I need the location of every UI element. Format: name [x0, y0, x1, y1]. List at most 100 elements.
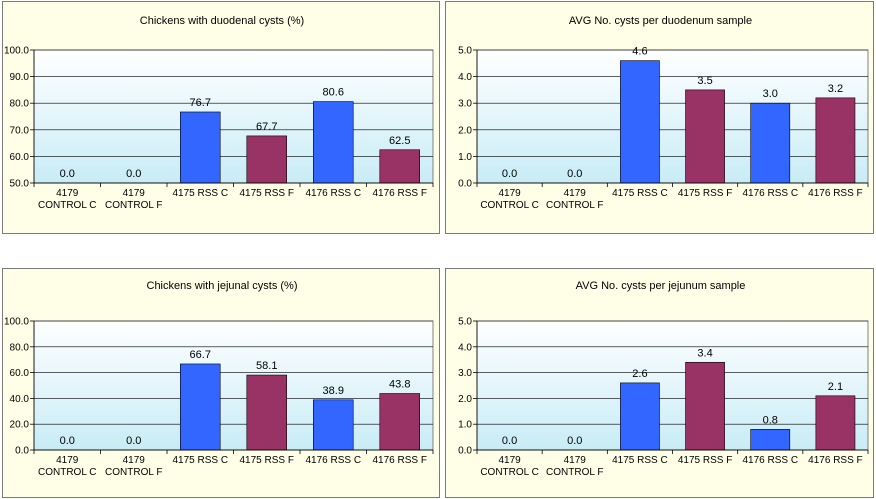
data-label: 2.1: [828, 381, 843, 393]
category-label: CONTROL F: [105, 200, 162, 211]
chart-title: Chickens with duodenal cysts (%): [140, 15, 304, 27]
bar-5: [312, 399, 354, 451]
y-tick-label: 5.0: [458, 46, 472, 57]
category-label: CONTROL C: [38, 467, 97, 478]
y-tick-label: 100.0: [4, 46, 29, 57]
bar-5: [750, 102, 791, 184]
bar-4: [246, 135, 288, 184]
y-tick-label: 50.0: [10, 179, 30, 190]
y-tick-label: 80.0: [10, 99, 30, 110]
category-label: 4179: [123, 455, 146, 466]
data-label: 43.8: [389, 378, 410, 390]
avg-cysts-jejunum-chart: AVG No. cysts per jejunum sample 0.0 1.0 2.…: [445, 268, 874, 498]
bar-6: [379, 393, 420, 451]
category-label: 4176 RSS F: [808, 188, 862, 199]
category-label: 4179: [56, 188, 79, 199]
data-label: 3.4: [697, 347, 712, 359]
category-label: 4176 RSS C: [305, 188, 361, 199]
y-tick-label: 3.0: [458, 368, 472, 379]
data-label: 0.0: [567, 168, 582, 180]
category-label: 4179: [123, 188, 146, 199]
y-tick-label: 2.0: [458, 394, 472, 405]
data-label: 0.0: [126, 435, 141, 447]
bar-5: [312, 101, 354, 184]
data-label: 80.6: [323, 87, 344, 99]
bar-3: [180, 363, 221, 451]
data-label: 0.0: [60, 435, 75, 447]
data-label: 0.0: [567, 435, 582, 447]
chart-svg: Chickens with jejunal cysts (%) 0.0 20.0 40…: [4, 280, 434, 478]
category-label: 4179: [498, 188, 521, 199]
bar-5: [750, 429, 791, 451]
category-label: 4176 RSS C: [742, 188, 798, 199]
category-label: 4175 RSS F: [678, 455, 732, 466]
bar-3: [180, 111, 221, 184]
category-label: 4175 RSS C: [612, 455, 668, 466]
category-label: 4175 RSS F: [678, 188, 732, 199]
bar-3: [620, 382, 660, 451]
chart-svg: AVG No. cysts per jejunum sample 0.0 1.0 2.…: [458, 280, 869, 478]
data-label: 3.2: [828, 83, 843, 95]
data-label: 66.7: [190, 349, 211, 361]
data-label: 3.0: [763, 88, 778, 100]
y-tick-label: 4.0: [458, 72, 472, 83]
jejunal-cysts-percent-chart: Chickens with jejunal cysts (%) 0.0 20.0 40…: [2, 268, 440, 498]
category-label: 4179: [564, 188, 587, 199]
y-tick-label: 60.0: [10, 152, 30, 163]
category-label: 4179: [564, 455, 587, 466]
category-label: CONTROL F: [546, 200, 603, 211]
y-tick-label: 0.0: [458, 179, 472, 190]
category-label: 4179: [498, 455, 521, 466]
category-label: CONTROL F: [105, 467, 162, 478]
category-label: 4175 RSS F: [240, 455, 294, 466]
data-label: 0.8: [763, 414, 778, 426]
bar-6: [815, 395, 856, 451]
category-label: 4176 RSS C: [742, 455, 798, 466]
y-tick-label: 0.0: [458, 446, 472, 457]
data-label: 0.0: [126, 168, 141, 180]
chart-title: AVG No. cysts per jejunum sample: [576, 280, 746, 292]
data-label: 58.1: [256, 360, 277, 372]
chart-svg: Chickens with duodenal cysts (%) 50.0 60.0…: [4, 15, 434, 211]
category-label: CONTROL F: [546, 467, 603, 478]
category-label: CONTROL C: [38, 200, 97, 211]
data-label: 38.9: [323, 385, 344, 397]
y-tick-label: 0.0: [15, 446, 29, 457]
category-label: 4175 RSS C: [172, 455, 228, 466]
data-label: 0.0: [502, 435, 517, 447]
chart-title: Chickens with jejunal cysts (%): [147, 280, 298, 292]
chart-svg: AVG No. cysts per duodenum sample 0.0 1.0 2…: [458, 15, 869, 211]
y-tick-label: 60.0: [10, 368, 30, 379]
y-tick-label: 80.0: [10, 342, 30, 353]
data-label: 0.0: [60, 168, 75, 180]
chart-title: AVG No. cysts per duodenum sample: [569, 15, 752, 27]
bar-4: [685, 361, 725, 451]
category-label: CONTROL C: [480, 200, 539, 211]
category-label: 4176 RSS F: [373, 188, 427, 199]
category-label: 4176 RSS F: [373, 455, 427, 466]
y-tick-label: 3.0: [458, 99, 472, 110]
avg-cysts-duodenum-chart: AVG No. cysts per duodenum sample 0.0 1.0 2…: [445, 1, 874, 234]
duodenal-cysts-percent-chart: Chickens with duodenal cysts (%) 50.0 60.0…: [2, 1, 440, 234]
plot-area: [33, 49, 434, 184]
plot-area: [476, 320, 869, 451]
data-label: 3.5: [697, 75, 712, 87]
y-tick-label: 20.0: [10, 420, 30, 431]
bar-4: [246, 374, 288, 451]
data-label: 0.0: [502, 168, 517, 180]
plot-area: [33, 320, 434, 451]
y-tick-label: 100.0: [4, 317, 29, 328]
category-label: 4175 RSS C: [612, 188, 668, 199]
category-label: CONTROL C: [480, 467, 539, 478]
data-label: 62.5: [389, 135, 410, 147]
y-tick-label: 90.0: [10, 72, 30, 83]
bar-3: [620, 60, 660, 184]
bar-6: [815, 97, 856, 184]
y-tick-label: 5.0: [458, 317, 472, 328]
data-label: 67.7: [256, 121, 277, 133]
bar-6: [379, 149, 420, 184]
data-label: 2.6: [632, 368, 647, 380]
category-label: 4175 RSS F: [240, 188, 294, 199]
category-label: 4176 RSS F: [808, 455, 862, 466]
data-label: 76.7: [190, 97, 211, 109]
